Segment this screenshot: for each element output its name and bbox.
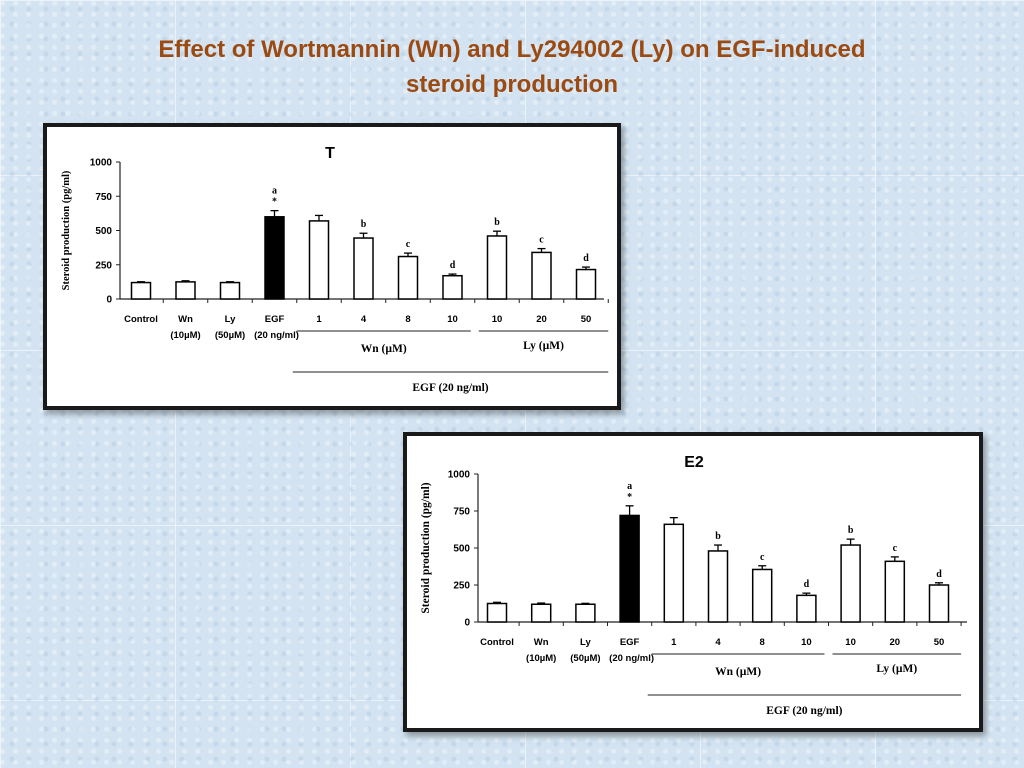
category-label: 10	[492, 314, 503, 325]
y-tick-label: 750	[453, 507, 470, 518]
bar	[663, 523, 685, 623]
bar	[530, 603, 552, 623]
category-label: Wn	[178, 314, 193, 325]
significance-label: c	[406, 239, 411, 250]
category-label: 1	[671, 637, 677, 648]
slide-title-line-2: steroid production	[406, 71, 618, 98]
y-tick-label: 500	[95, 226, 112, 237]
y-tick-label: 750	[95, 192, 112, 203]
bar	[130, 281, 152, 300]
bar	[442, 274, 463, 300]
category-label: 4	[361, 314, 367, 325]
category-sublabel: (10µM)	[526, 653, 556, 664]
significance-label: c	[539, 235, 544, 246]
chart-panel-e2: E2 Steroid production (pg/ml) 0 250 500 750 10…	[403, 432, 983, 732]
y-tick-label: 500	[453, 544, 470, 555]
chart-panel-t: T Steroid production (pg/ml) 0 250 500 750 100…	[43, 123, 621, 410]
bar	[707, 550, 729, 623]
bar	[264, 216, 285, 300]
y-tick-label: 0	[464, 618, 470, 629]
significance-label: c	[893, 543, 898, 554]
egf-group-label: EGF (20 ng/ml)	[412, 382, 488, 394]
bar	[751, 568, 773, 623]
chart-e2-title: E2	[684, 454, 704, 471]
category-sublabel: (50µM)	[570, 653, 600, 664]
bar	[353, 237, 374, 300]
bar	[840, 544, 861, 623]
bar	[175, 281, 196, 300]
bar	[397, 255, 419, 300]
category-label: Control	[124, 314, 158, 325]
y-tick-label: 250	[453, 581, 470, 592]
significance-label: b	[361, 219, 367, 230]
significance-label: b	[494, 217, 500, 228]
significance-label: *	[627, 492, 632, 503]
bar	[796, 594, 817, 623]
category-sublabel: (20 ng/ml)	[254, 330, 299, 341]
bar	[575, 603, 596, 623]
category-label: EGF	[265, 314, 285, 325]
category-sublabel: (10µM)	[170, 330, 200, 341]
bar	[219, 281, 241, 300]
wn-group-label: Wn (µM)	[715, 666, 761, 678]
category-label: EGF	[620, 637, 640, 648]
category-label: 8	[760, 637, 765, 648]
y-tick-label: 250	[95, 260, 112, 271]
bar	[486, 235, 508, 300]
chart-t-svg: T Steroid production (pg/ml) 0 250 500 750 100…	[61, 145, 609, 394]
category-label: Wn	[534, 637, 549, 648]
significance-label: d	[936, 569, 942, 580]
category-label: 4	[715, 637, 721, 648]
significance-label: a	[272, 186, 277, 197]
bar	[575, 268, 597, 300]
bar	[531, 251, 552, 300]
category-label: 50	[934, 637, 945, 648]
category-label: 10	[845, 637, 856, 648]
wn-group-label: Wn (µM)	[361, 343, 407, 355]
ly-group-label: Ly (µM)	[876, 663, 917, 675]
category-sublabel: (20 ng/ml)	[609, 653, 654, 664]
category-label: Control	[480, 637, 514, 648]
category-label: 10	[801, 637, 812, 648]
y-tick-label: 1000	[448, 470, 471, 481]
significance-label: b	[848, 525, 854, 536]
slide-title-line-1: Effect of Wortmannin (Wn) and Ly294002 (…	[158, 36, 866, 63]
significance-label: c	[760, 552, 765, 563]
category-sublabel: (50µM)	[215, 330, 245, 341]
y-axis-label: Steroid production (pg/ml)	[420, 482, 432, 613]
significance-label: *	[272, 197, 277, 208]
category-label: 20	[890, 637, 901, 648]
significance-label: d	[804, 579, 810, 590]
egf-group-label: EGF (20 ng/ml)	[766, 705, 842, 717]
significance-label: d	[583, 253, 589, 264]
slide-title: Effect of Wortmannin (Wn) and Ly294002 (…	[0, 32, 1024, 102]
chart-t-title: T	[325, 145, 335, 162]
category-label: Ly	[225, 314, 236, 325]
significance-label: b	[715, 531, 721, 542]
category-label: Ly	[580, 637, 591, 648]
category-label: 8	[405, 314, 410, 325]
bar	[619, 514, 640, 623]
bar	[308, 220, 330, 300]
bar	[884, 560, 906, 623]
bar	[486, 602, 508, 623]
y-axis-label: Steroid production (pg/ml)	[61, 170, 72, 290]
significance-label: a	[627, 481, 632, 492]
bar	[928, 584, 950, 623]
ly-group-label: Ly (µM)	[523, 340, 564, 352]
category-label: 50	[581, 314, 592, 325]
category-label: 10	[447, 314, 458, 325]
category-label: 20	[536, 314, 547, 325]
y-tick-label: 1000	[90, 158, 113, 169]
chart-e2-svg: E2 Steroid production (pg/ml) 0 250 500 750 10…	[420, 454, 967, 717]
category-label: 1	[316, 314, 322, 325]
y-tick-label: 0	[106, 295, 112, 306]
significance-label: d	[450, 260, 456, 271]
